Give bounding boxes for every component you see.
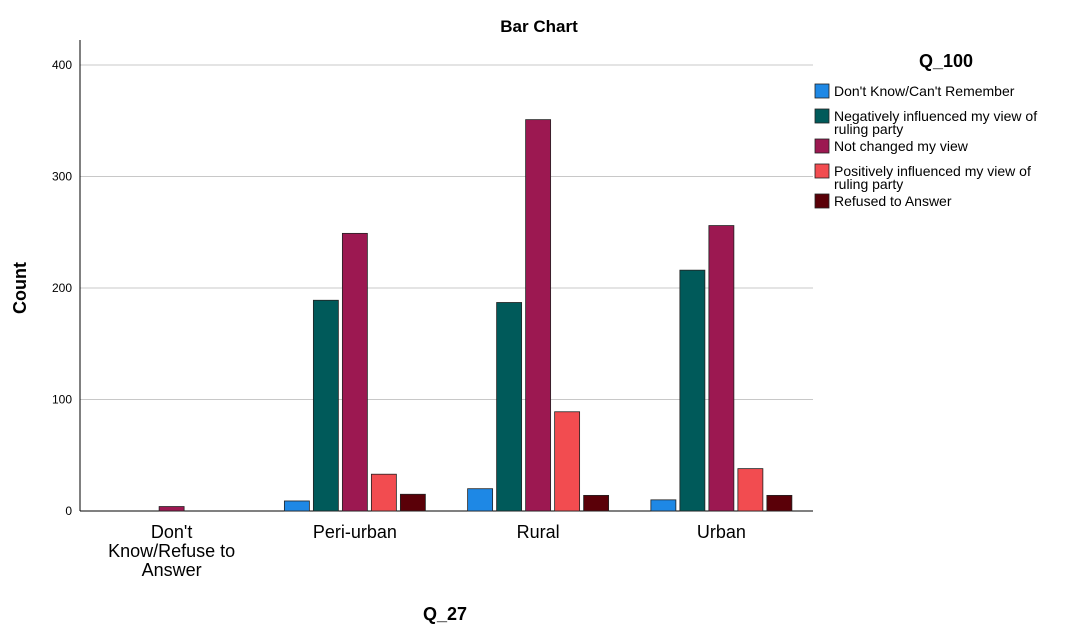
bar	[399, 493, 426, 512]
bar	[708, 225, 735, 512]
x-tick-label-line: Don't	[151, 522, 192, 542]
legend-label: Negatively influenced my view of ruling p…	[834, 108, 1037, 137]
x-tick-label: Peri-urban	[313, 522, 397, 542]
y-tick-label: 100	[52, 393, 72, 407]
bar	[766, 494, 793, 512]
legend-label-line: Negatively influenced my view of	[834, 108, 1037, 124]
y-tick-label: 300	[52, 170, 72, 184]
legend-label-line: Not changed my view	[834, 138, 969, 154]
legend-swatch	[814, 193, 830, 209]
legend-swatch	[814, 108, 830, 124]
legend-label-line: Don't Know/Can't Remember	[834, 83, 1015, 99]
bar	[312, 299, 339, 512]
legend-label-line: ruling party	[834, 176, 903, 192]
legend-label: Not changed my view	[834, 138, 969, 154]
legend-title: Q_100	[919, 51, 973, 71]
bar	[679, 269, 706, 512]
x-tick-label-line: Urban	[697, 522, 746, 542]
bar	[467, 488, 494, 512]
bar	[554, 411, 581, 512]
legend-swatch	[814, 83, 830, 99]
x-tick-label: Rural	[517, 522, 560, 542]
legend-label: Refused to Answer	[834, 193, 952, 209]
legend-swatch	[814, 138, 830, 154]
legend-label: Don't Know/Can't Remember	[834, 83, 1015, 99]
x-tick-label-line: Rural	[517, 522, 560, 542]
x-tick-label: Don't Know/Refuse to Answer	[108, 522, 235, 580]
bar	[283, 500, 310, 512]
legend-label-line: Positively influenced my view of	[834, 163, 1031, 179]
bar	[583, 494, 610, 512]
bar	[737, 468, 764, 512]
bar	[650, 499, 677, 512]
chart-title: Bar Chart	[500, 17, 578, 36]
x-tick-label-line: Answer	[142, 560, 202, 580]
bar	[496, 302, 523, 512]
legend-label-line: Refused to Answer	[834, 193, 952, 209]
bar	[370, 473, 397, 512]
bar	[158, 506, 185, 512]
y-tick-label: 400	[52, 58, 72, 72]
bar	[341, 232, 368, 512]
legend-swatch	[814, 163, 830, 179]
y-tick-label: 200	[52, 281, 72, 295]
legend-label: Positively influenced my view of ruling p…	[834, 163, 1031, 192]
x-tick-label-line: Peri-urban	[313, 522, 397, 542]
bar	[525, 119, 552, 512]
x-axis-label: Q_27	[423, 604, 467, 624]
legend-label-line: ruling party	[834, 121, 903, 137]
x-tick-label: Urban	[697, 522, 746, 542]
y-tick-label: 0	[65, 504, 72, 518]
x-tick-label-line: Know/Refuse to	[108, 541, 235, 561]
y-axis-label: Count	[10, 262, 30, 314]
